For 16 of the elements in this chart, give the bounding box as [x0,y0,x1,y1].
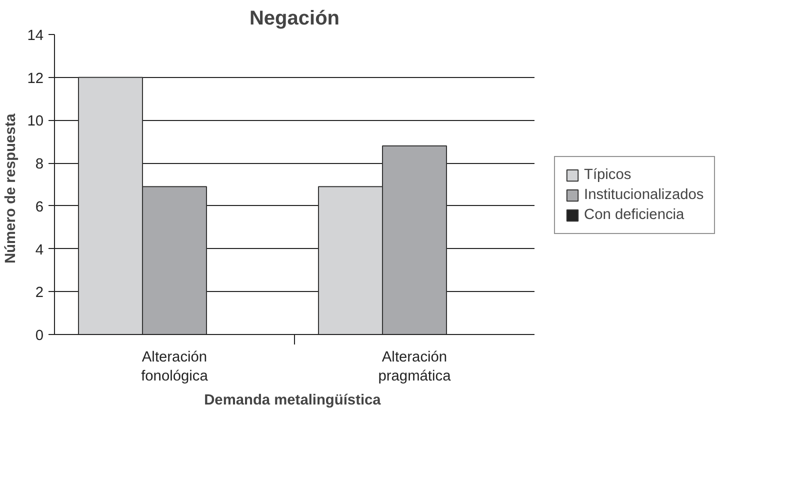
y-tick-label: 14 [27,28,44,44]
y-tick-label: 12 [27,70,44,87]
y-axis-title: Número de respuesta [3,112,20,264]
y-tick-label: 8 [35,156,44,173]
x-axis-title: Demanda metalingüística [204,392,382,409]
y-tick-label: 6 [35,199,44,216]
y-tick-label: 10 [27,114,44,130]
y-tick-label: 0 [35,328,44,344]
legend-label: Típicos [584,167,632,183]
legend-label: Con deficiencia [584,207,684,223]
x-tick-label: Alteración fonológica [141,350,209,385]
y-tick-label: 2 [35,285,44,302]
x-tick-label: Alteración pragmática [378,350,452,385]
y-tick-label: 4 [35,242,44,258]
chart-title: Negación [249,8,340,30]
legend-label: Institucionalizados [584,187,704,203]
